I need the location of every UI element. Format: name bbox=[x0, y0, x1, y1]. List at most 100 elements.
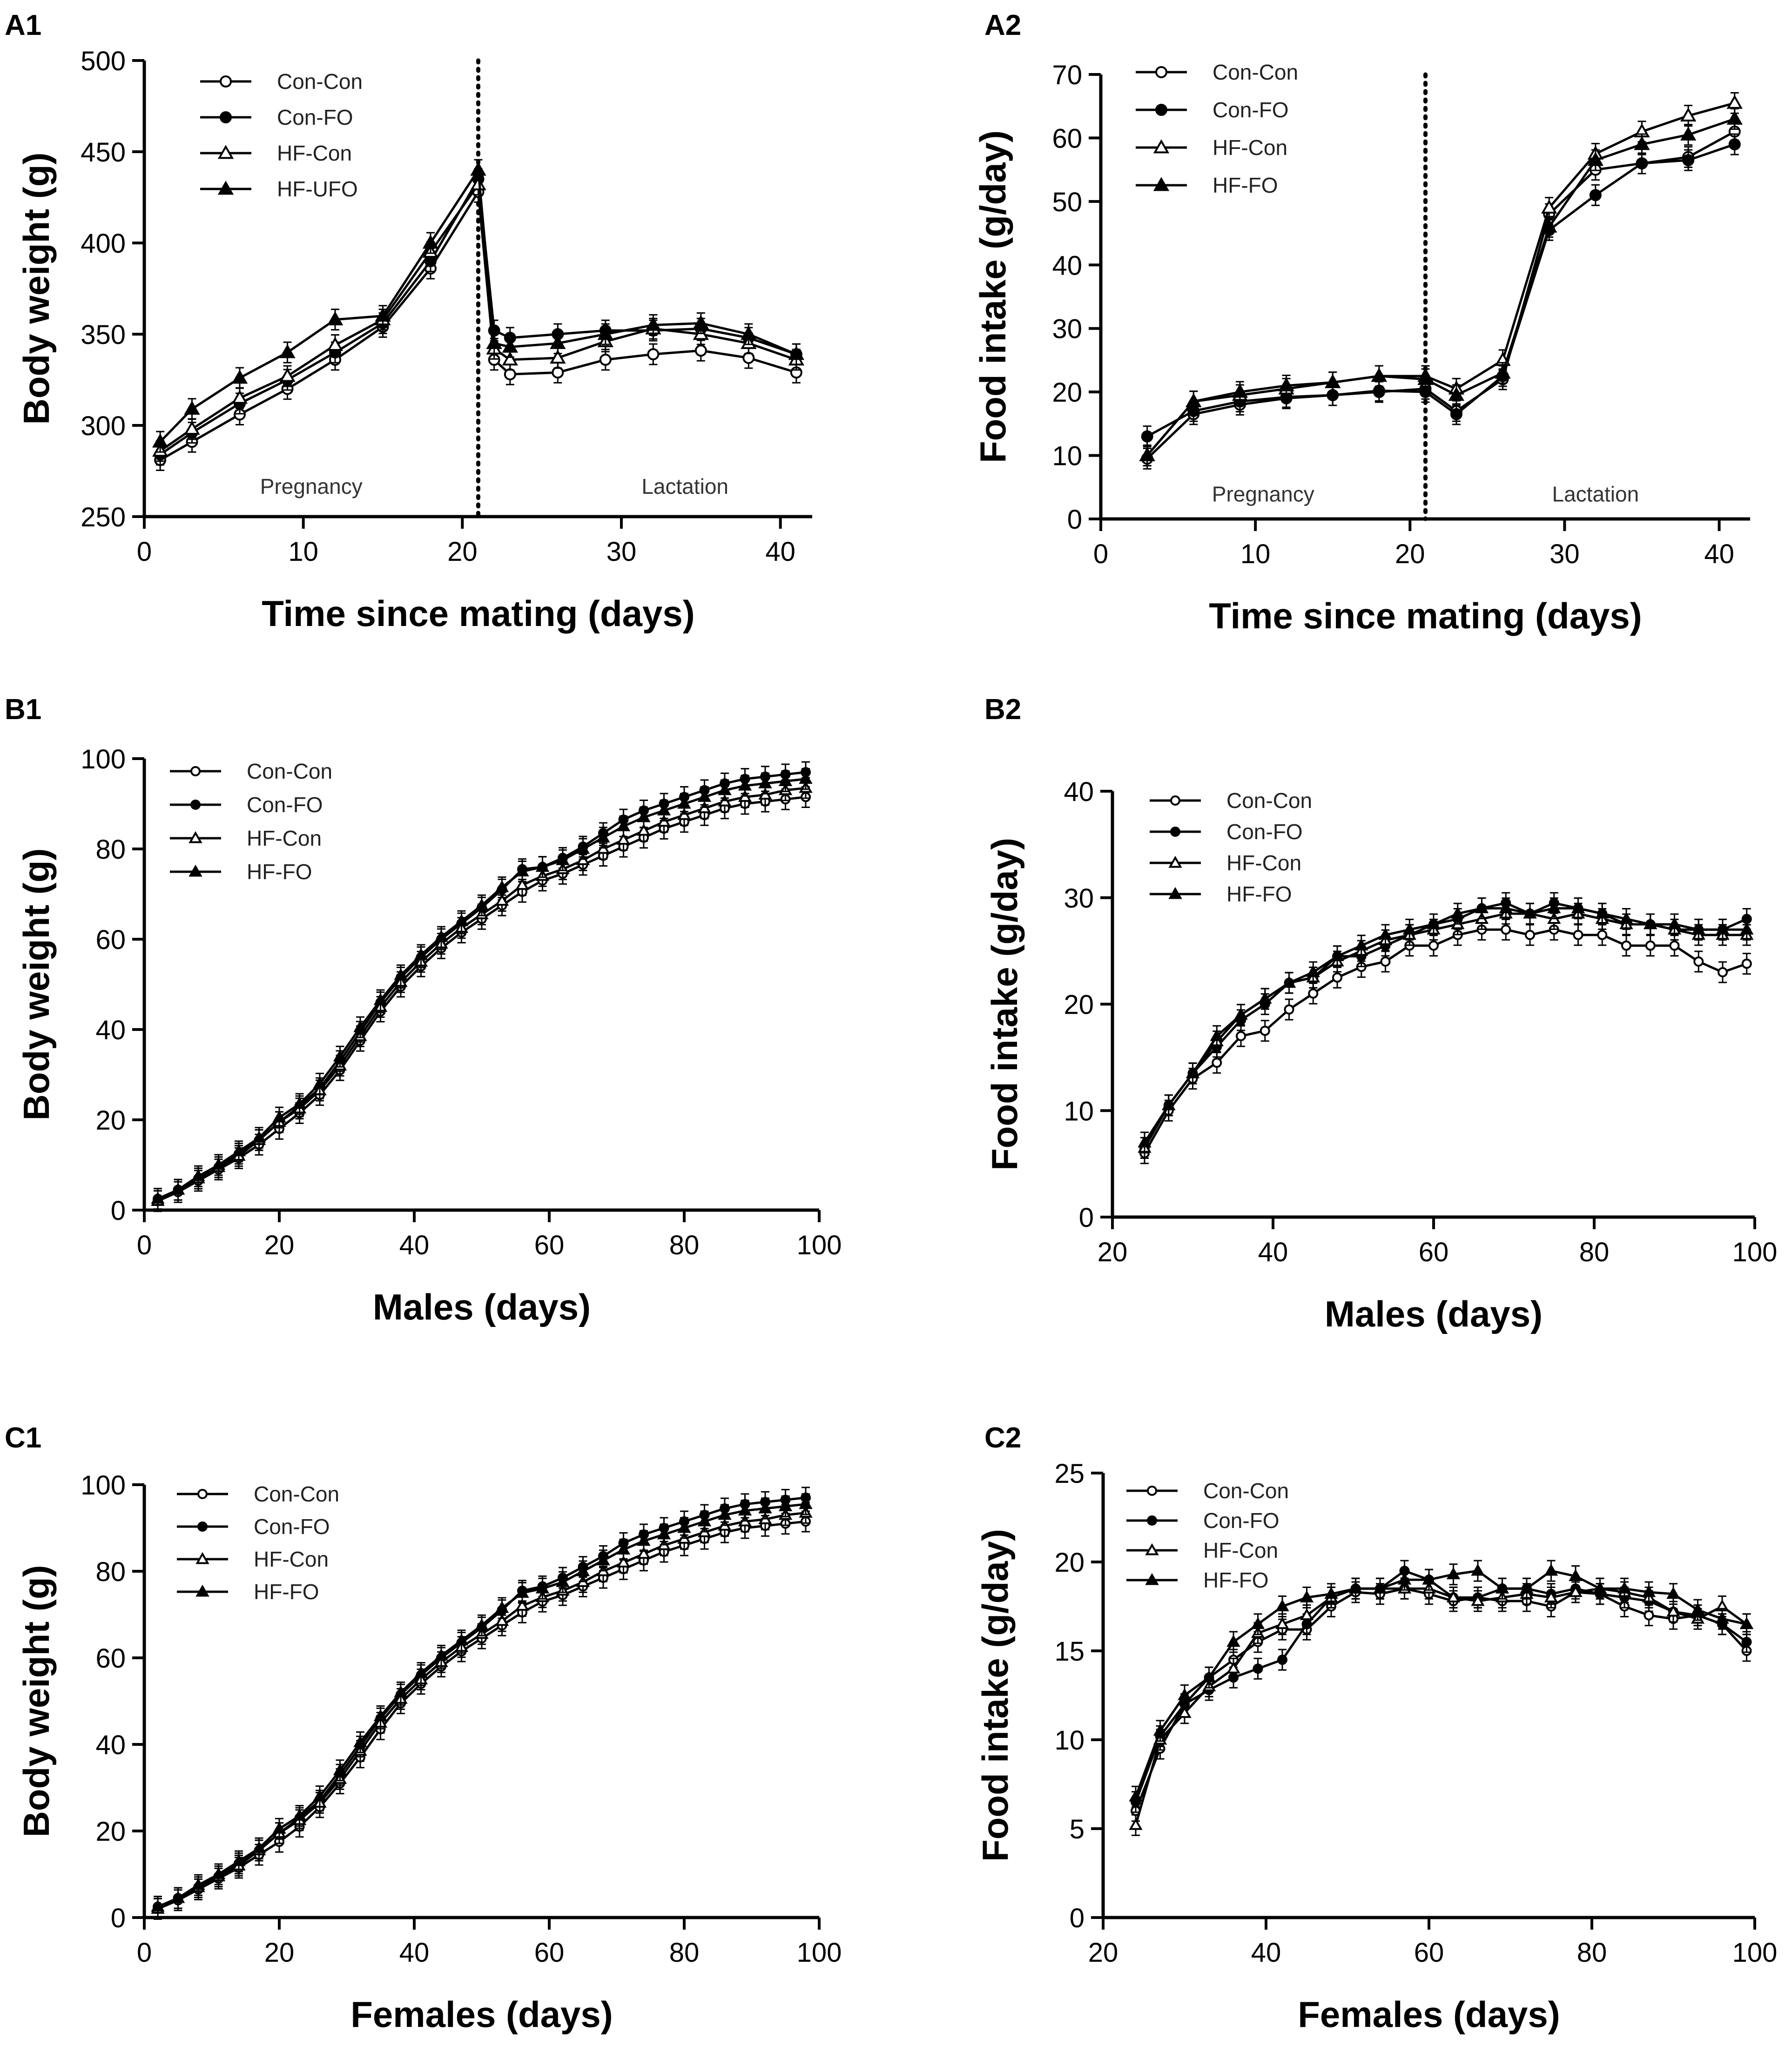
data-point bbox=[454, 1633, 469, 1646]
legend-label: HF-Con bbox=[277, 141, 352, 165]
data-point bbox=[697, 1514, 712, 1527]
legend-entry-hf-con: HF-Con bbox=[1126, 1538, 1278, 1562]
data-point bbox=[1669, 940, 1680, 951]
series-line bbox=[159, 168, 797, 443]
data-point bbox=[1645, 940, 1656, 951]
legend-marker bbox=[197, 1521, 208, 1532]
data-point bbox=[1693, 956, 1704, 967]
data-point bbox=[1275, 1617, 1289, 1629]
panel-label: C2 bbox=[984, 1422, 1021, 1454]
data-point bbox=[1397, 1572, 1412, 1585]
data-point bbox=[1373, 384, 1385, 397]
legend-label: Con-FO bbox=[247, 793, 323, 817]
panel-label: A2 bbox=[984, 9, 1021, 41]
data-point bbox=[1417, 371, 1434, 385]
data-point bbox=[1741, 958, 1752, 969]
data-point bbox=[552, 366, 564, 379]
legend-marker bbox=[189, 864, 202, 877]
data-point bbox=[1300, 1590, 1314, 1602]
x-tick-label: 60 bbox=[1414, 1938, 1444, 1968]
series-con-con bbox=[1131, 1577, 1752, 1822]
y-tick-label: 10 bbox=[1064, 1096, 1094, 1126]
data-point bbox=[1541, 199, 1557, 214]
data-point bbox=[1634, 136, 1650, 150]
data-point bbox=[232, 1854, 246, 1866]
x-tick-label: 100 bbox=[1732, 1938, 1778, 1968]
legend-entry-hf-fo: HF-FO bbox=[1126, 1568, 1269, 1592]
legend-marker bbox=[1155, 104, 1167, 116]
legend-entry-con-con: Con-Con bbox=[177, 1482, 339, 1506]
x-axis-title: Males (days) bbox=[373, 1286, 591, 1327]
data-point bbox=[292, 1809, 307, 1821]
data-point bbox=[1226, 1661, 1240, 1674]
data-point bbox=[788, 346, 805, 360]
y-axis-title: Body weight (g) bbox=[16, 848, 57, 1121]
data-point bbox=[1236, 1031, 1246, 1042]
legend-label: HF-FO bbox=[1213, 173, 1278, 197]
data-point bbox=[191, 1169, 205, 1181]
x-tick-label: 40 bbox=[1704, 539, 1734, 569]
data-point bbox=[1666, 1587, 1680, 1599]
legend-label: Con-Con bbox=[1203, 1479, 1289, 1503]
x-tick-label: 60 bbox=[534, 1230, 565, 1260]
data-point bbox=[1210, 1029, 1224, 1041]
data-point bbox=[454, 914, 469, 926]
y-tick-label: 0 bbox=[1067, 505, 1082, 535]
data-point bbox=[394, 968, 408, 981]
x-tick-label: 60 bbox=[1419, 1237, 1449, 1267]
data-point bbox=[1450, 408, 1462, 420]
data-point bbox=[373, 1709, 388, 1721]
x-axis-title: Males (days) bbox=[1325, 1293, 1543, 1334]
data-point bbox=[657, 1527, 671, 1540]
legend-marker bbox=[189, 831, 202, 843]
legend-entry-hf-fo: HF-FO bbox=[170, 860, 312, 884]
data-point bbox=[1448, 387, 1465, 401]
legend-label: HF-Con bbox=[1226, 851, 1301, 875]
data-point bbox=[495, 880, 509, 892]
legend-label: HF-FO bbox=[247, 860, 312, 884]
data-point bbox=[1451, 906, 1465, 919]
data-point bbox=[599, 353, 612, 366]
x-tick-label: 40 bbox=[399, 1938, 430, 1968]
legend-marker bbox=[190, 800, 201, 810]
legend-marker bbox=[1145, 1543, 1159, 1555]
data-point bbox=[375, 308, 391, 322]
data-point bbox=[231, 370, 248, 384]
data-point bbox=[486, 335, 502, 349]
data-point bbox=[1253, 1663, 1263, 1674]
series-line bbox=[1134, 1587, 1747, 1826]
panel-b2: B2 0 10 20 30 40 20 40 60 80 100 Males (days) Food i… bbox=[984, 693, 1777, 1334]
y-axis-title: Food intake (g/day) bbox=[972, 130, 1013, 463]
data-point bbox=[1475, 901, 1489, 914]
series-line bbox=[1143, 907, 1747, 1144]
data-point bbox=[1728, 138, 1741, 151]
data-point bbox=[738, 778, 752, 791]
data-point bbox=[694, 344, 707, 357]
legend-marker bbox=[1155, 66, 1167, 78]
legend-marker bbox=[190, 766, 201, 776]
data-point bbox=[1544, 1590, 1558, 1602]
x-tick-label: 40 bbox=[1258, 1237, 1288, 1267]
legend-label: HF-FO bbox=[1203, 1568, 1269, 1592]
x-tick-label: 20 bbox=[1098, 1237, 1128, 1267]
data-point bbox=[535, 1581, 550, 1594]
data-point bbox=[313, 1077, 327, 1089]
x-tick-label: 20 bbox=[264, 1230, 295, 1260]
data-point bbox=[718, 783, 732, 795]
data-point bbox=[279, 368, 296, 382]
data-point bbox=[414, 1666, 428, 1678]
data-point bbox=[1371, 368, 1388, 382]
panel-c1: C1 0 20 40 60 80 100 0 20 40 60 80 100 Females (days)… bbox=[5, 1422, 842, 2035]
data-point bbox=[1617, 1582, 1631, 1594]
data-point bbox=[1547, 901, 1561, 914]
legend-entry-hf-fo: HF-FO bbox=[177, 1580, 319, 1604]
legend-marker bbox=[220, 75, 232, 87]
data-point bbox=[1278, 377, 1294, 391]
legend-label: HF-FO bbox=[254, 1580, 319, 1604]
data-point bbox=[1471, 1594, 1485, 1606]
panel-b1: B1 0 20 40 60 80 100 0 20 40 60 80 100 Males (days) Bo… bbox=[5, 693, 842, 1327]
data-point bbox=[151, 1191, 165, 1204]
data-point bbox=[1691, 1602, 1705, 1615]
data-point bbox=[515, 1586, 529, 1598]
